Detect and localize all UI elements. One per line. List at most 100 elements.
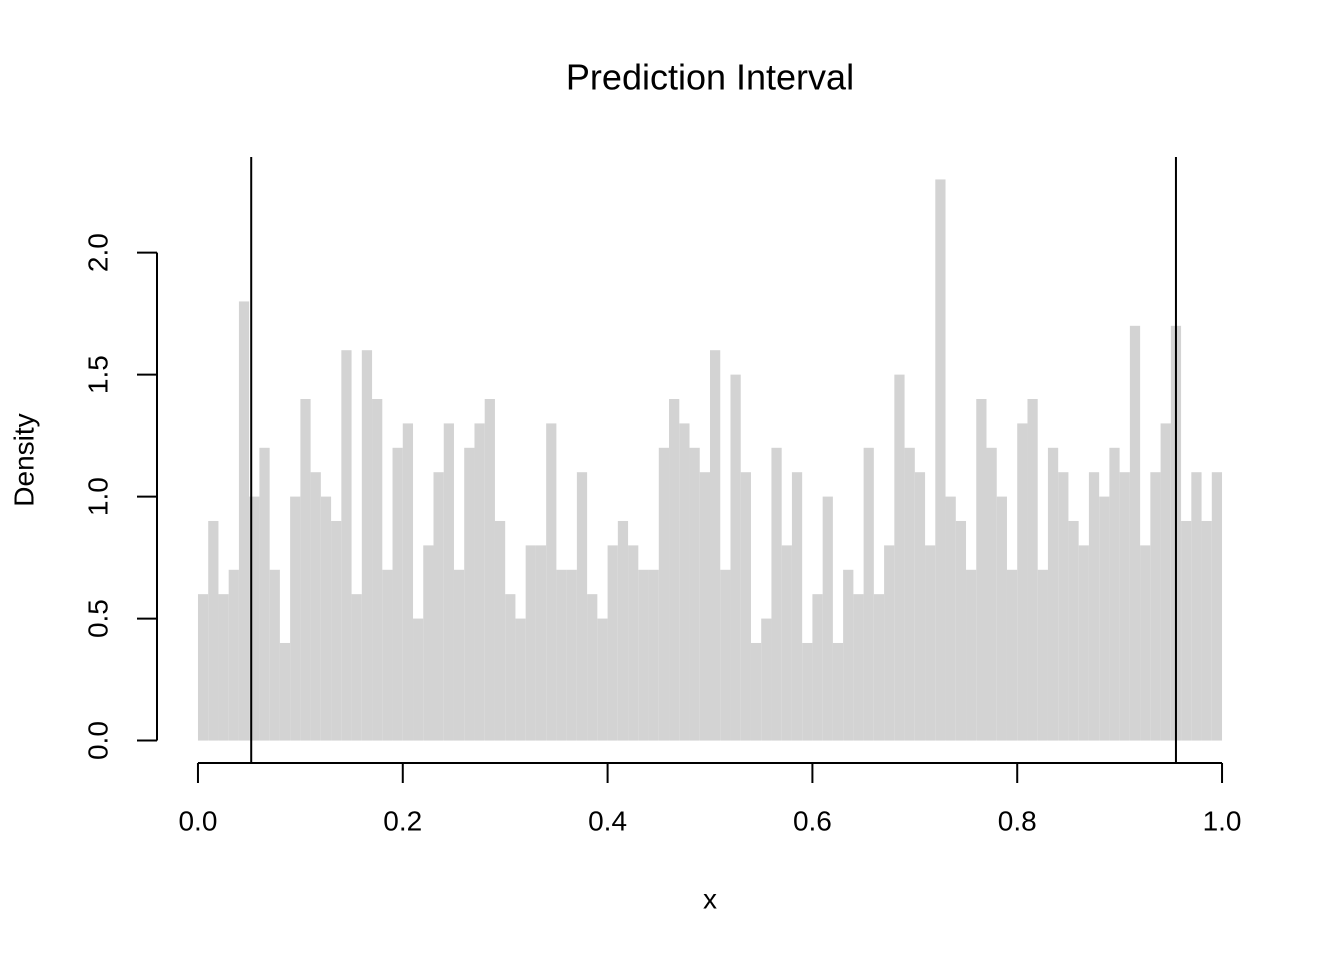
bar <box>843 569 854 741</box>
bar <box>1109 447 1120 741</box>
bar <box>986 447 997 741</box>
bar <box>935 179 946 741</box>
bar <box>535 545 547 741</box>
bar <box>1099 496 1110 741</box>
bar <box>1058 472 1069 741</box>
bar <box>290 496 301 741</box>
bar <box>648 569 659 741</box>
bar <box>812 594 823 741</box>
bar <box>679 423 690 741</box>
bar <box>238 301 250 741</box>
bar <box>914 472 926 741</box>
bar <box>1047 447 1059 741</box>
y-axis-label: Density <box>8 413 39 506</box>
bar <box>597 618 608 741</box>
y-tick-label: 0.0 <box>82 721 113 760</box>
bar <box>587 594 598 741</box>
bar <box>771 447 782 741</box>
bar <box>484 399 495 741</box>
bar <box>791 472 803 741</box>
bar <box>853 594 864 741</box>
bar <box>781 545 792 741</box>
bar <box>689 447 700 741</box>
bar <box>1068 520 1079 741</box>
bar <box>1160 423 1171 741</box>
bar <box>433 472 444 741</box>
x-tick-label: 0.6 <box>793 805 832 836</box>
chart-title: Prediction Interval <box>566 57 854 98</box>
bar <box>372 399 383 741</box>
bar <box>1088 472 1100 741</box>
bar <box>1037 569 1048 741</box>
y-tick-label: 1.0 <box>82 477 113 516</box>
bar <box>228 569 239 741</box>
bar <box>884 545 895 741</box>
bar <box>669 399 680 741</box>
bar <box>617 520 629 741</box>
y-tick-label: 2.0 <box>82 233 113 272</box>
x-axis-label: x <box>703 883 717 914</box>
bar <box>832 642 844 741</box>
bar <box>740 472 751 741</box>
bar <box>279 642 291 741</box>
bar <box>341 350 352 741</box>
bar <box>873 594 885 741</box>
x-tick-label: 1.0 <box>1203 805 1242 836</box>
bar <box>453 569 465 741</box>
bar <box>320 496 332 741</box>
x-tick-label: 0.4 <box>588 805 627 836</box>
bar <box>1191 472 1202 741</box>
bar <box>822 496 833 741</box>
bar <box>474 423 485 741</box>
bar <box>413 618 424 741</box>
bar <box>699 472 710 741</box>
bar <box>658 447 670 741</box>
bar <box>464 447 475 741</box>
x-tick-label: 0.0 <box>178 805 217 836</box>
bar <box>392 447 403 741</box>
bar <box>1211 472 1223 741</box>
bar <box>259 447 270 741</box>
bar <box>628 545 639 741</box>
bar <box>494 520 506 741</box>
bar <box>300 399 311 741</box>
bar <box>1027 399 1038 741</box>
bar <box>710 350 721 741</box>
bar <box>576 472 588 741</box>
bar <box>1201 520 1212 741</box>
bar <box>1078 545 1089 741</box>
bar <box>546 423 557 741</box>
bar <box>761 618 772 741</box>
bar <box>1150 472 1161 741</box>
y-tick-label: 1.5 <box>82 355 113 394</box>
bar <box>525 545 536 741</box>
bar <box>505 594 516 741</box>
bar <box>556 569 567 741</box>
bar <box>249 496 260 741</box>
bar <box>402 423 414 741</box>
bar <box>1140 545 1151 741</box>
bar <box>730 374 741 741</box>
bar <box>423 545 434 741</box>
bar <box>208 520 219 741</box>
bar <box>1119 472 1130 741</box>
bar <box>310 472 321 741</box>
x-tick-label: 0.8 <box>998 805 1037 836</box>
bar <box>1129 325 1141 741</box>
bar <box>197 594 209 741</box>
bar <box>945 496 956 741</box>
bar <box>515 618 526 741</box>
bar <box>925 545 936 741</box>
bar <box>443 423 454 741</box>
bar <box>218 594 229 741</box>
bar <box>863 447 874 741</box>
bar <box>638 569 649 741</box>
bar <box>382 569 393 741</box>
bar <box>955 520 967 741</box>
bar <box>750 642 762 741</box>
bar <box>331 520 342 741</box>
y-tick-label: 0.5 <box>82 599 113 638</box>
bar <box>802 642 813 741</box>
bar <box>894 374 905 741</box>
